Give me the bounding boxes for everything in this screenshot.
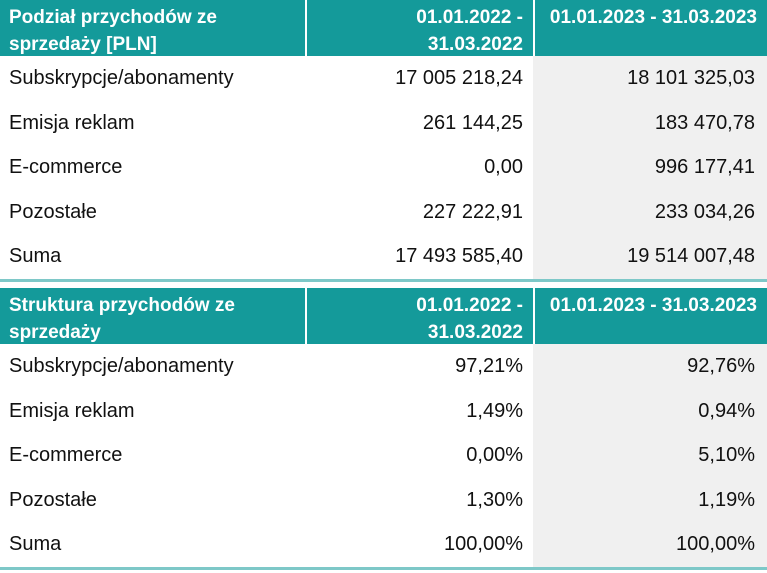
table-header-period-2022: 01.01.2022 - 31.03.2022 — [305, 288, 533, 344]
value-2022: 17 005 218,24 — [395, 67, 523, 89]
value-2022: 0,00 — [484, 156, 523, 178]
table-header-period-2022: 01.01.2022 - 31.03.2022 — [305, 0, 533, 56]
table-divider — [0, 278, 767, 282]
row-label: Emisja reklam — [9, 399, 135, 422]
row-label: Pozostałe — [9, 200, 97, 223]
value-2023: 5,10% — [533, 433, 767, 478]
row-label: Suma — [9, 533, 62, 555]
row-label: Suma — [9, 245, 62, 267]
value-2022: 1,30% — [466, 488, 523, 511]
value-2022: 17 493 585,40 — [395, 245, 523, 267]
value-2022: 97,21% — [455, 355, 523, 377]
value-2022: 261 144,25 — [422, 111, 523, 134]
table-header-label: Struktura przychodów ze sprzedaży — [0, 288, 305, 344]
value-2022: 227 222,91 — [422, 200, 523, 223]
row-label: E-commerce — [9, 444, 123, 466]
row-label: Subskrypcje/abonamenty — [9, 355, 234, 377]
value-2023: 100,00% — [533, 522, 767, 567]
value-2023: 0,94% — [533, 388, 767, 433]
row-label: Subskrypcje/abonamenty — [9, 67, 234, 89]
row-label: E-commerce — [9, 156, 123, 178]
table-divider — [0, 566, 767, 570]
table-header-label: Podział przychodów ze sprzedaży [PLN] — [0, 0, 305, 56]
value-2023: 19 514 007,48 — [533, 234, 767, 279]
table-header-period-2023: 01.01.2023 - 31.03.2023 — [533, 288, 767, 344]
value-2022: 0,00% — [466, 444, 523, 466]
value-2023: 233 034,26 — [533, 189, 767, 234]
value-2022: 100,00% — [444, 533, 523, 555]
value-2023: 996 177,41 — [533, 145, 767, 190]
revenue-split-table: Podział przychodów ze sprzedaży [PLN] 01… — [0, 0, 767, 282]
value-2022: 1,49% — [466, 399, 523, 422]
row-label: Pozostałe — [9, 488, 97, 511]
value-2023: 92,76% — [533, 344, 767, 389]
value-2023: 183 470,78 — [533, 100, 767, 145]
value-2023: 1,19% — [533, 477, 767, 522]
value-2023: 18 101 325,03 — [533, 56, 767, 101]
revenue-structure-table: Struktura przychodów ze sprzedaży 01.01.… — [0, 288, 767, 570]
row-label: Emisja reklam — [9, 111, 135, 134]
table-header-period-2023: 01.01.2023 - 31.03.2023 — [533, 0, 767, 56]
